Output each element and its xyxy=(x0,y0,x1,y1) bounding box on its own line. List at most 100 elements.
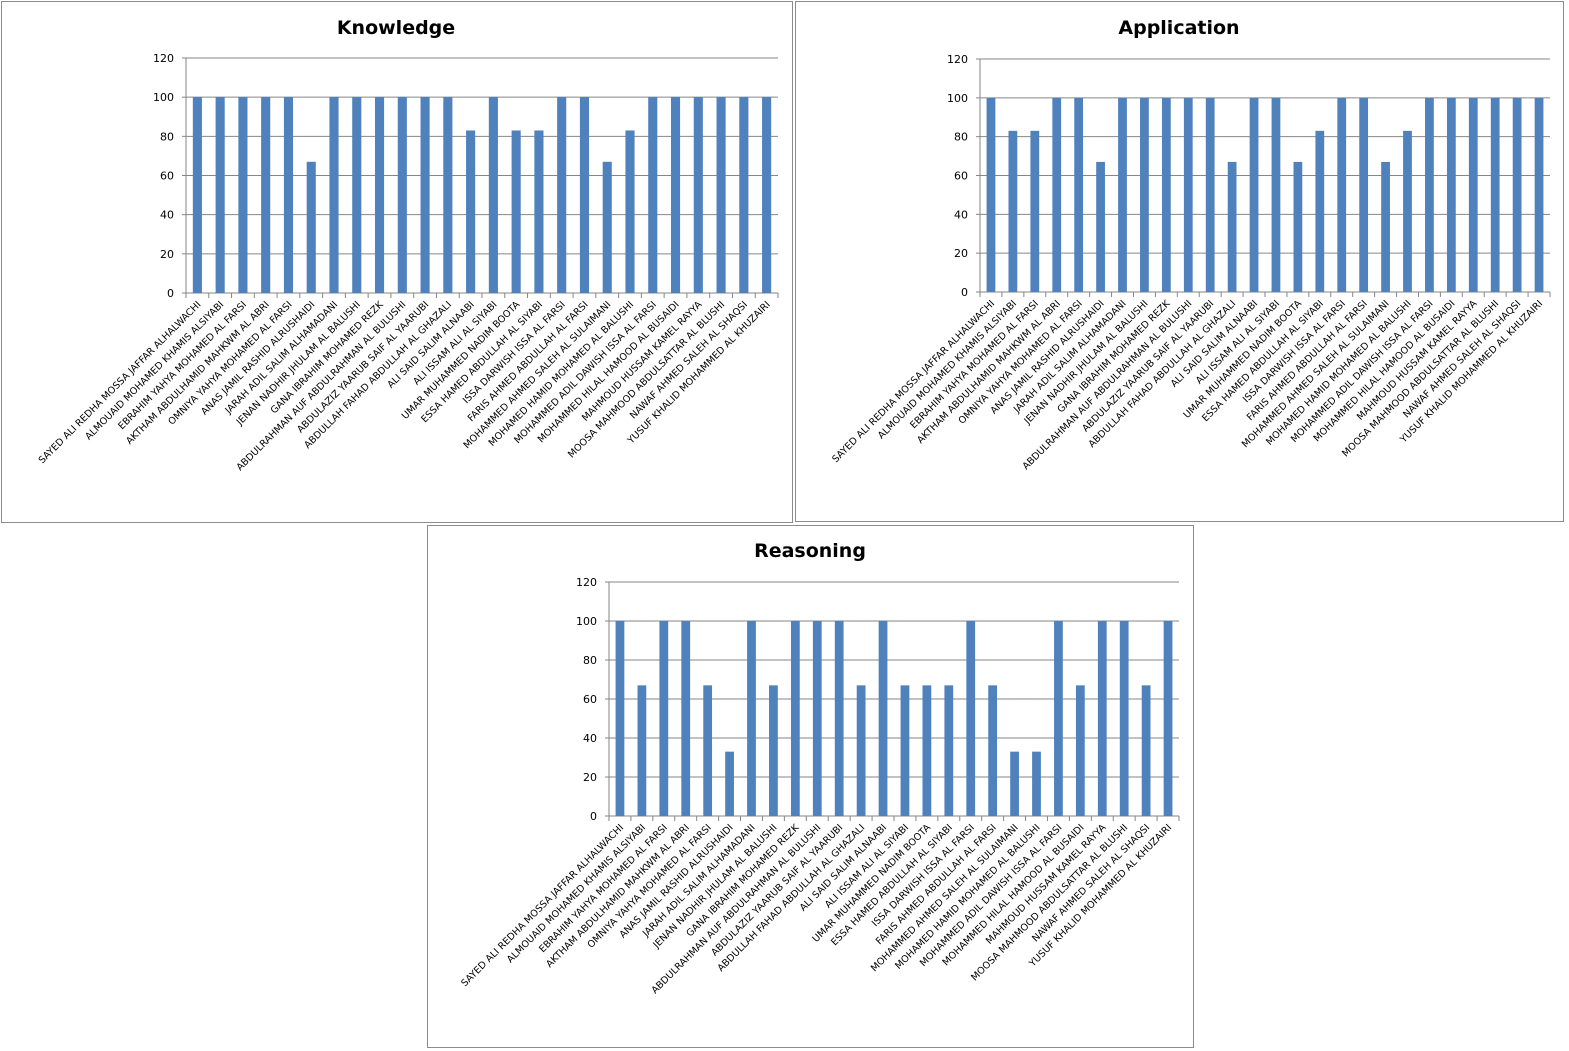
bar xyxy=(1008,130,1018,292)
bar xyxy=(1119,621,1129,816)
bar xyxy=(420,97,430,294)
bar xyxy=(1425,97,1434,292)
bar xyxy=(557,97,567,294)
bar xyxy=(1141,685,1151,816)
bar xyxy=(602,161,612,293)
bar xyxy=(725,751,734,816)
y-tick-label: 100 xyxy=(576,615,597,628)
bar xyxy=(374,97,385,294)
y-tick-label: 40 xyxy=(954,208,968,221)
bar xyxy=(900,685,910,816)
y-tick-label: 40 xyxy=(160,209,174,222)
bar xyxy=(1403,130,1412,292)
reasoning-chart: Reasoning 0 20 40 60 80 100 120 SAYED ALI REDHA … xyxy=(427,525,1194,1048)
bar xyxy=(703,685,713,816)
bar xyxy=(1054,621,1063,816)
y-tick-label: 100 xyxy=(153,91,174,104)
y-tick-label: 100 xyxy=(947,92,968,105)
bar xyxy=(615,621,625,816)
bar xyxy=(443,97,453,294)
chart-title: Reasoning xyxy=(754,540,866,562)
bar xyxy=(1097,621,1107,816)
bar xyxy=(986,97,996,292)
chart-title: Application xyxy=(1118,17,1239,39)
bar xyxy=(747,621,756,816)
bar xyxy=(681,621,691,816)
chart-title: Knowledge xyxy=(337,17,455,39)
bar xyxy=(1161,97,1171,292)
bar xyxy=(648,97,658,294)
bar xyxy=(878,621,888,816)
bar xyxy=(922,685,932,816)
bar xyxy=(1337,97,1347,292)
bar xyxy=(856,685,866,816)
bar xyxy=(1490,97,1500,292)
bar xyxy=(1468,97,1478,292)
bar xyxy=(534,130,544,293)
bar xyxy=(306,161,316,293)
bar xyxy=(261,97,271,294)
bar xyxy=(1359,97,1369,292)
bar xyxy=(329,97,339,294)
bar xyxy=(1030,130,1040,292)
y-tick-label: 20 xyxy=(954,247,968,260)
bar xyxy=(1227,161,1237,292)
y-tick-label: 60 xyxy=(160,170,174,183)
y-tick-label: 80 xyxy=(583,654,597,667)
bar xyxy=(637,685,647,816)
y-tick-label: 20 xyxy=(583,771,597,784)
application-chart: Application 0 20 40 60 80 100 120 SAYED ALI REDH… xyxy=(795,1,1564,522)
bar xyxy=(1010,751,1019,816)
bar xyxy=(625,130,635,293)
bar xyxy=(834,621,844,816)
bar xyxy=(579,97,590,294)
bar xyxy=(966,621,976,816)
y-tick-label: 0 xyxy=(590,810,597,823)
bar xyxy=(659,621,669,816)
bar xyxy=(352,97,362,294)
x-category-label: SAYED ALI REDHA MOSSA JAFFAR ALHALWACHI xyxy=(37,299,204,466)
bar xyxy=(1140,97,1149,292)
y-tick-label: 60 xyxy=(954,170,968,183)
bar xyxy=(1163,621,1173,816)
knowledge-chart: Knowledge 0 20 40 60 80 100 120 SAYED ALI REDHA … xyxy=(1,1,793,523)
y-tick-label: 120 xyxy=(947,53,968,66)
bar xyxy=(466,130,476,293)
bar xyxy=(762,97,772,294)
bar xyxy=(1183,97,1193,292)
bar xyxy=(397,97,407,294)
bar xyxy=(1118,97,1127,292)
bar xyxy=(1075,685,1085,816)
y-tick-label: 20 xyxy=(160,248,174,261)
y-tick-label: 40 xyxy=(583,732,597,745)
bar xyxy=(1271,97,1281,292)
bar xyxy=(1032,751,1041,816)
bar xyxy=(769,685,778,816)
bar xyxy=(511,130,521,293)
bar xyxy=(1249,97,1259,292)
bar xyxy=(1096,161,1105,292)
y-tick-label: 80 xyxy=(954,131,968,144)
bar xyxy=(488,97,498,294)
bar xyxy=(1512,97,1522,292)
bar xyxy=(283,97,294,294)
bar xyxy=(790,621,800,816)
bar xyxy=(1534,97,1544,292)
bar xyxy=(716,97,726,294)
bar xyxy=(670,97,681,294)
bar xyxy=(1052,97,1062,292)
bar xyxy=(1293,161,1303,292)
y-tick-label: 60 xyxy=(583,693,597,706)
y-tick-label: 0 xyxy=(961,286,968,299)
bar xyxy=(215,97,225,294)
chart-svg: Knowledge 0 20 40 60 80 100 120 SAYED ALI REDHA … xyxy=(37,17,779,473)
y-tick-label: 0 xyxy=(167,287,174,300)
y-tick-label: 120 xyxy=(153,52,174,65)
y-tick-label: 120 xyxy=(576,576,597,589)
bar xyxy=(1446,97,1456,292)
bar xyxy=(944,685,954,816)
bar xyxy=(739,97,749,294)
bar xyxy=(812,621,822,816)
